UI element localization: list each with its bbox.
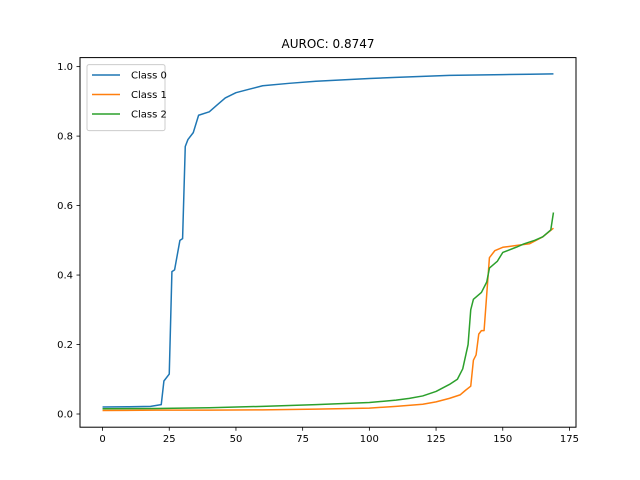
legend-label-1: Class 1 bbox=[131, 90, 167, 101]
x-tick-label-2: 50 bbox=[230, 434, 243, 445]
x-tick-label-1: 25 bbox=[163, 434, 176, 445]
x-axis: 0 25 50 75 100 125 150 175 bbox=[99, 427, 579, 445]
y-tick-label-1: 0.2 bbox=[57, 340, 73, 351]
legend-label-2: Class 2 bbox=[131, 110, 167, 121]
y-tick-label-0: 0.0 bbox=[57, 410, 73, 421]
y-axis: 0.0 0.2 0.4 0.6 0.8 1.0 bbox=[57, 62, 80, 421]
plot-frame bbox=[79, 57, 577, 428]
y-tick-label-5: 1.0 bbox=[57, 62, 73, 73]
y-tick-label-3: 0.6 bbox=[57, 201, 73, 212]
legend-label-0: Class 0 bbox=[131, 71, 167, 82]
series-line-1 bbox=[102, 227, 554, 412]
x-tick-label-0: 0 bbox=[99, 434, 105, 445]
series-layer bbox=[102, 73, 555, 412]
x-tick-label-4: 100 bbox=[360, 434, 379, 445]
series-line-2 bbox=[102, 212, 555, 410]
chart-title: AUROC: 0.8747 bbox=[282, 37, 375, 51]
x-tick-label-6: 150 bbox=[493, 434, 512, 445]
y-tick-label-4: 0.8 bbox=[57, 132, 73, 143]
y-tick-label-2: 0.4 bbox=[57, 271, 73, 282]
x-tick-label-3: 75 bbox=[296, 434, 309, 445]
legend: Class 0 Class 1 Class 2 bbox=[86, 64, 167, 132]
x-tick-label-5: 125 bbox=[427, 434, 446, 445]
series-line-0 bbox=[102, 73, 554, 408]
x-tick-label-7: 175 bbox=[560, 434, 579, 445]
